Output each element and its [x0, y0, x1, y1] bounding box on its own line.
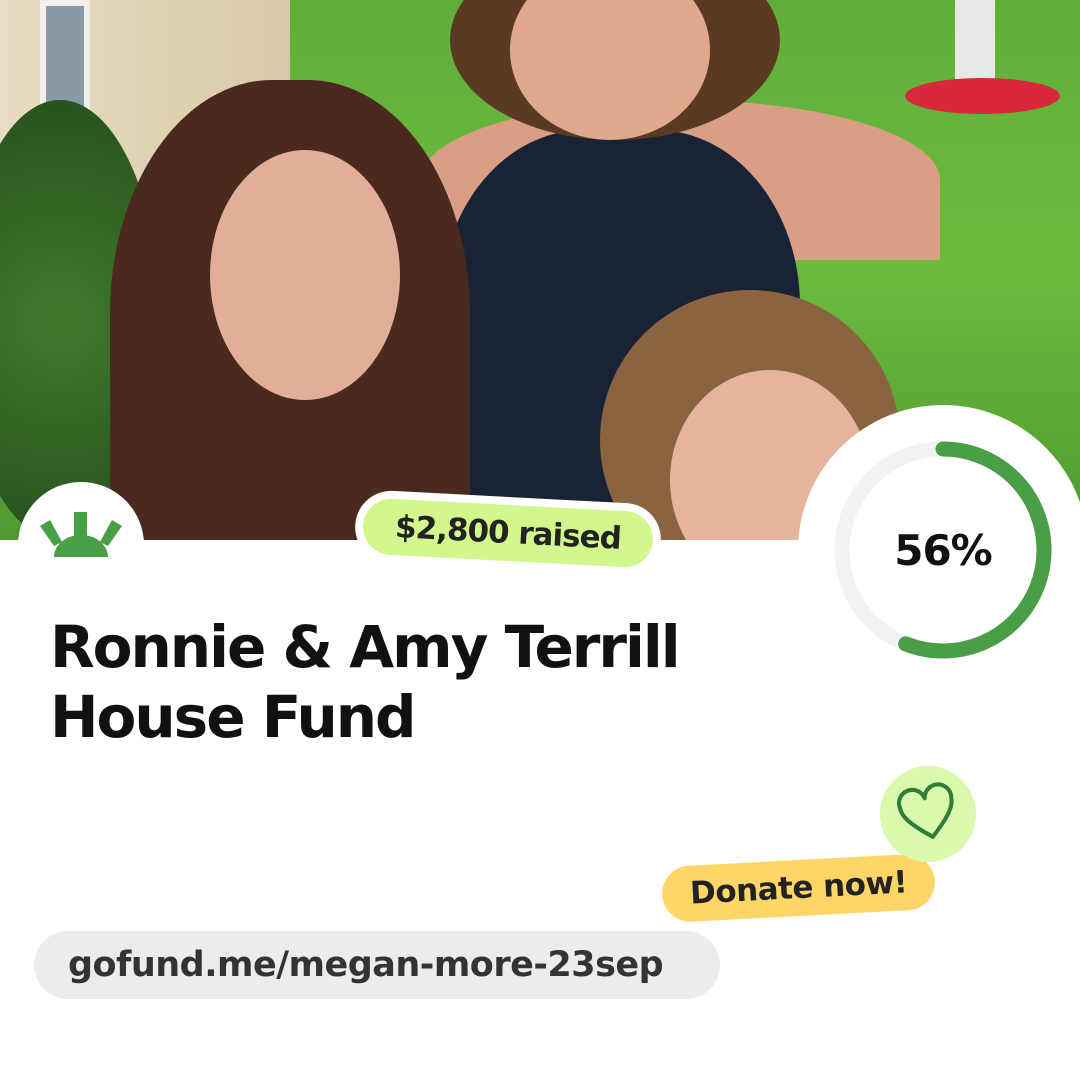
- progress-arc: [834, 441, 1052, 659]
- progress-ring: 56%: [798, 405, 1080, 695]
- amount-raised-text: $2,800 raised: [361, 497, 655, 569]
- heart-icon: [880, 766, 976, 862]
- campaign-photo: [0, 0, 1080, 540]
- campaign-url[interactable]: gofund.me/megan-more-23sep: [34, 931, 720, 999]
- gofundme-logo-icon: [18, 482, 144, 608]
- title-line-2: House Fund: [50, 683, 417, 751]
- campaign-title: Ronnie & Amy Terrill House Fund: [50, 612, 750, 752]
- donate-now-button[interactable]: Donate now!: [652, 844, 945, 932]
- donate-label: Donate now!: [660, 852, 937, 924]
- progress-percent: 56%: [894, 525, 993, 575]
- title-line-1: Ronnie & Amy Terrill: [50, 613, 681, 681]
